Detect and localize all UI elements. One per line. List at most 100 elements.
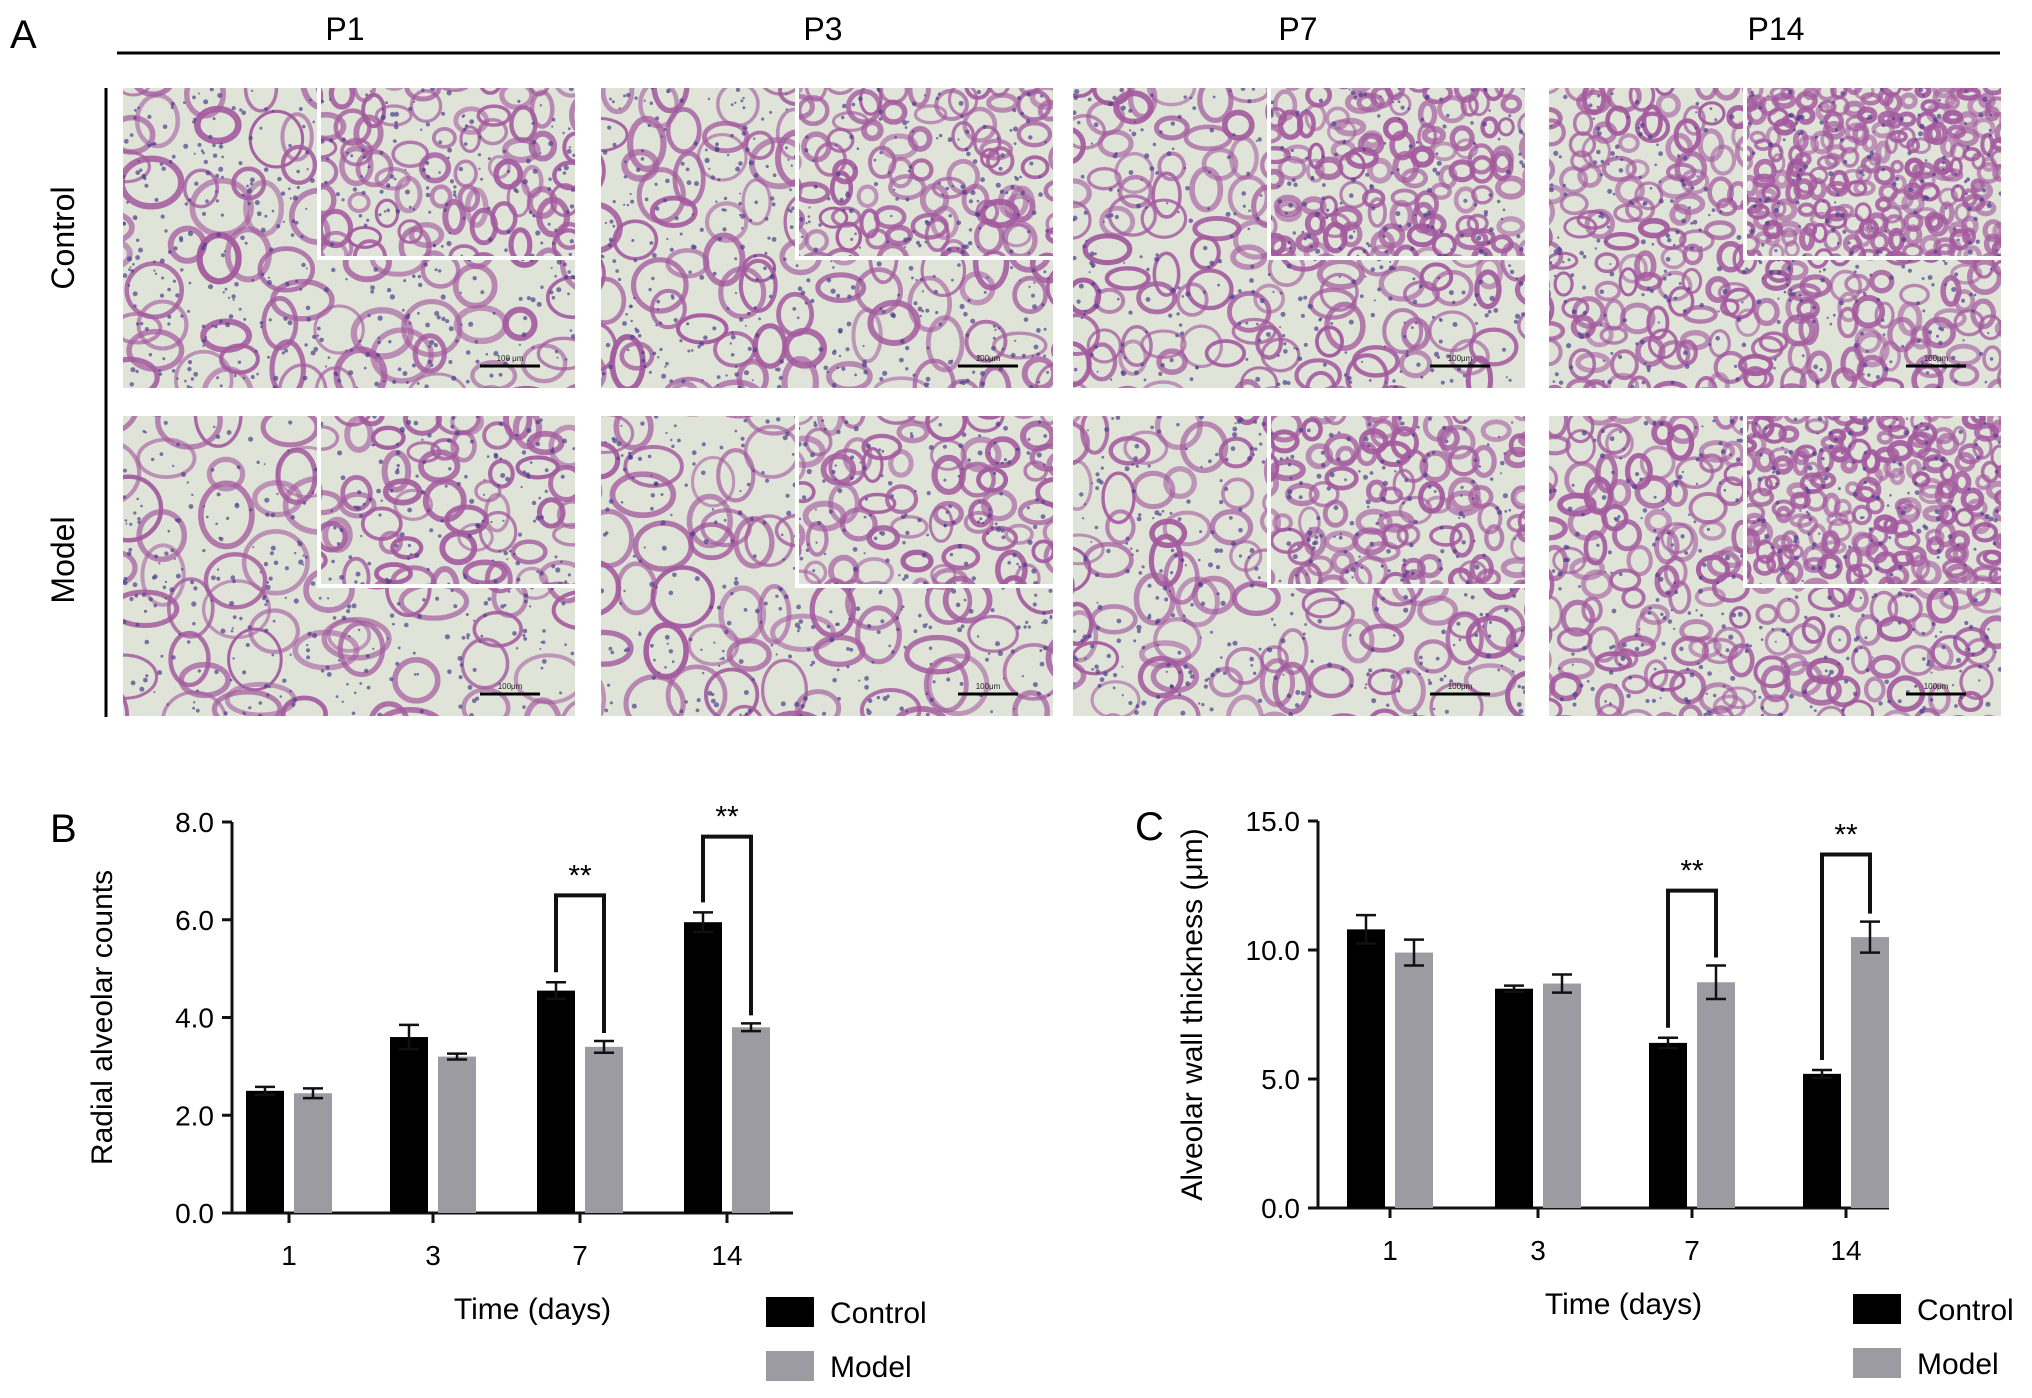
significance-bracket [1820, 852, 1872, 1060]
micrograph-inset [797, 88, 1053, 258]
panel-letter: B [50, 807, 77, 851]
significance-label: ** [1680, 855, 1704, 888]
error-bar [741, 1022, 761, 1033]
micrograph-control-p7: 100μm [1073, 88, 1525, 388]
legend-label-model: Model [830, 1351, 912, 1384]
bar-model-day-7 [585, 1046, 623, 1213]
micrograph-model-p3: 100μm [601, 416, 1053, 716]
bar-model-day-14 [1851, 937, 1889, 1208]
row-label-model: Model [45, 516, 81, 603]
x-tick-label: 7 [572, 1240, 588, 1271]
bar-control-day-14 [684, 922, 722, 1213]
bar-charts: B 0.0 2.0 4.0 6.0 8.0 Radial alveolar counts 1 3… [50, 801, 2014, 1384]
micrograph-model-p7: 100μm [1073, 416, 1525, 716]
x-tick-label: 1 [1382, 1235, 1398, 1266]
error-bar [1356, 913, 1376, 945]
x-tick-label: 3 [1530, 1235, 1546, 1266]
bar-model-day-1 [1395, 952, 1433, 1208]
y-axis-label: Radial alveolar counts [86, 870, 119, 1165]
error-bar [1706, 964, 1726, 1001]
micrograph-grid: 100 μm 100μm 100μm 100μm 100μm 100μm 100μm 100μ… [123, 88, 2001, 716]
y-tick-label: 4.0 [175, 1003, 214, 1034]
bar-control-day-1 [246, 1090, 284, 1213]
micrograph-inset [1745, 88, 2001, 258]
bar-model-day-1 [294, 1093, 332, 1213]
error-bar [399, 1023, 419, 1051]
y-axis-label: Alveolar wall thickness (μm) [1176, 828, 1209, 1200]
legend-label-control: Control [830, 1297, 927, 1330]
row-label-control: Control [45, 186, 81, 289]
error-bar [693, 911, 713, 934]
x-axis-label: Time (days) [454, 1293, 611, 1326]
legend-swatch-model [1853, 1348, 1901, 1378]
scale-bar-label: 100μm [1448, 682, 1473, 691]
micrograph-inset [1745, 416, 2001, 586]
error-bar [1860, 920, 1880, 954]
error-bar [1812, 1068, 1832, 1079]
error-bar [1658, 1036, 1678, 1050]
panel-letter: C [1135, 805, 1164, 849]
bar-control-day-7 [1649, 1042, 1687, 1208]
significance-bracket [554, 893, 606, 1033]
scale-bar-label: 100 μm [497, 354, 524, 363]
legend-swatch-control [766, 1297, 814, 1327]
micrograph-control-p3: 100μm [601, 88, 1053, 388]
significance-label: ** [1834, 819, 1858, 852]
scale-bar-label: 100μm [976, 354, 1001, 363]
error-bar [594, 1039, 614, 1054]
bar-model-day-7 [1697, 982, 1735, 1208]
histology-panel: A P1 P3 P7 P14 Control Model 100 μm 100μm… [10, 11, 2001, 717]
scale-bar-label: 100μm [1924, 682, 1949, 691]
x-tick-label: 14 [1830, 1235, 1861, 1266]
legend-swatch-control [1853, 1294, 1901, 1324]
bar-control-day-3 [1495, 988, 1533, 1208]
scale-bar-label: 100μm [1448, 354, 1473, 363]
legend-label-model: Model [1917, 1348, 1999, 1381]
scale-bar-label: 100μm [498, 682, 523, 691]
micrograph-model-p14: 100μm [1549, 416, 2001, 716]
bar-model-day-3 [438, 1056, 476, 1213]
micrograph-inset [797, 416, 1053, 586]
error-bar [303, 1087, 323, 1100]
error-bar [255, 1085, 275, 1096]
bar-control-day-1 [1347, 929, 1385, 1208]
bar-control-day-3 [390, 1037, 428, 1213]
y-tick-label: 2.0 [175, 1100, 214, 1131]
legend-label-control: Control [1917, 1294, 2014, 1327]
error-bar [1404, 938, 1424, 967]
micrograph-inset [319, 88, 575, 258]
micrograph-inset [1269, 88, 1525, 258]
micrograph-control-p14: 100μm [1549, 88, 2001, 388]
micrograph-inset [319, 416, 575, 586]
y-tick-label: 0.0 [1261, 1193, 1300, 1224]
legend-swatch-model [766, 1351, 814, 1381]
significance-bracket [1666, 888, 1718, 1028]
chart-radial-alveolar-counts: B 0.0 2.0 4.0 6.0 8.0 Radial alveolar counts 1 3… [50, 801, 927, 1384]
x-tick-label: 1 [281, 1240, 297, 1271]
panel-a-letter: A [10, 13, 37, 57]
y-tick-label: 6.0 [175, 905, 214, 936]
column-label-p3: P3 [803, 11, 842, 47]
x-axis-label: Time (days) [1545, 1288, 1702, 1321]
significance-label: ** [568, 859, 592, 892]
significance-label: ** [715, 801, 739, 834]
x-tick-label: 3 [425, 1240, 441, 1271]
significance-bracket [701, 834, 753, 1016]
column-label-p1: P1 [325, 11, 364, 47]
y-tick-label: 8.0 [175, 807, 214, 838]
error-bar [447, 1052, 467, 1061]
error-bar [546, 981, 566, 1001]
chart-alveolar-wall-thickness: C 0.0 5.0 10.0 15.0 Alveolar wall thickness (… [1135, 805, 2014, 1381]
bar-control-day-14 [1803, 1073, 1841, 1208]
x-tick-label: 14 [711, 1240, 742, 1271]
micrograph-model-p1: 100μm [123, 416, 575, 716]
y-tick-label: 15.0 [1246, 806, 1301, 837]
error-bar [1552, 973, 1572, 994]
bar-model-day-14 [732, 1027, 770, 1213]
bar-control-day-7 [537, 990, 575, 1213]
y-tick-label: 5.0 [1261, 1064, 1300, 1095]
column-label-p7: P7 [1278, 11, 1317, 47]
scale-bar-label: 100μm [976, 682, 1001, 691]
y-tick-label: 10.0 [1246, 935, 1301, 966]
bar-model-day-3 [1543, 983, 1581, 1208]
